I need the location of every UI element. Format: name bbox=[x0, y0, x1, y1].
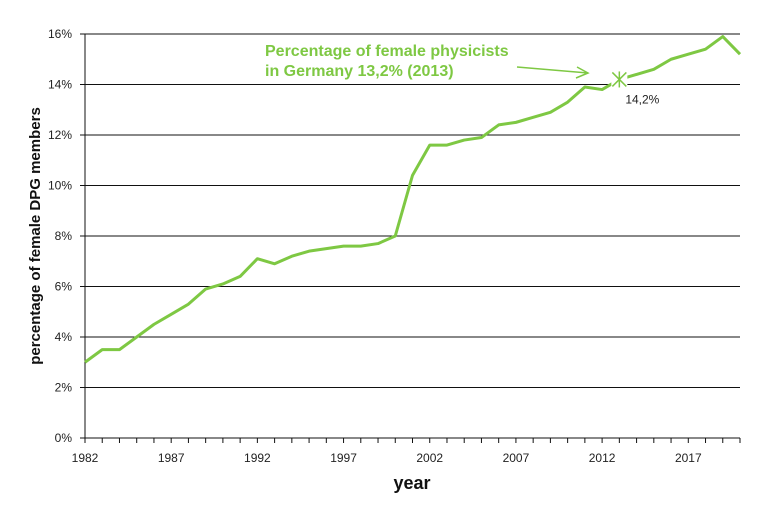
y-tick-label: 8% bbox=[55, 229, 73, 243]
x-tick-label: 1982 bbox=[72, 451, 99, 465]
annotation-arrow bbox=[516, 66, 590, 79]
y-tick-label: 16% bbox=[48, 27, 72, 41]
x-tick-label: 1997 bbox=[330, 451, 357, 465]
y-tick-label: 6% bbox=[55, 280, 73, 294]
y-tick-label: 14% bbox=[48, 78, 72, 92]
x-tick-label: 1987 bbox=[158, 451, 185, 465]
x-tick-label: 2017 bbox=[675, 451, 702, 465]
x-axis-label: year bbox=[393, 473, 430, 493]
annotation-line2: in Germany 13,2% (2013) bbox=[265, 63, 454, 80]
x-tick-label: 2002 bbox=[416, 451, 443, 465]
y-tick-label: 10% bbox=[48, 179, 72, 193]
gridlines bbox=[80, 33, 741, 443]
y-tick-label: 12% bbox=[48, 128, 72, 142]
y-tick-label: 4% bbox=[55, 330, 73, 344]
y-tick-label: 0% bbox=[55, 431, 73, 445]
highlight-label: 14,2% bbox=[625, 92, 659, 106]
x-tick-label: 1992 bbox=[244, 451, 271, 465]
x-tick-label: 2012 bbox=[589, 451, 616, 465]
series-line bbox=[84, 35, 742, 364]
x-tick-label: 2007 bbox=[503, 451, 530, 465]
annotation-line1: Percentage of female physicists bbox=[265, 43, 509, 60]
y-tick-labels: 0% 2% 4% 6% 8% 10% 12% 14% 16% bbox=[48, 27, 72, 445]
y-tick-label: 2% bbox=[55, 381, 73, 395]
highlight-marker-icon bbox=[611, 71, 628, 88]
x-tick-labels: 1982 1987 1992 1997 2002 2007 2012 2017 bbox=[72, 451, 702, 465]
y-axis-label: percentage of female DPG members bbox=[27, 107, 44, 365]
